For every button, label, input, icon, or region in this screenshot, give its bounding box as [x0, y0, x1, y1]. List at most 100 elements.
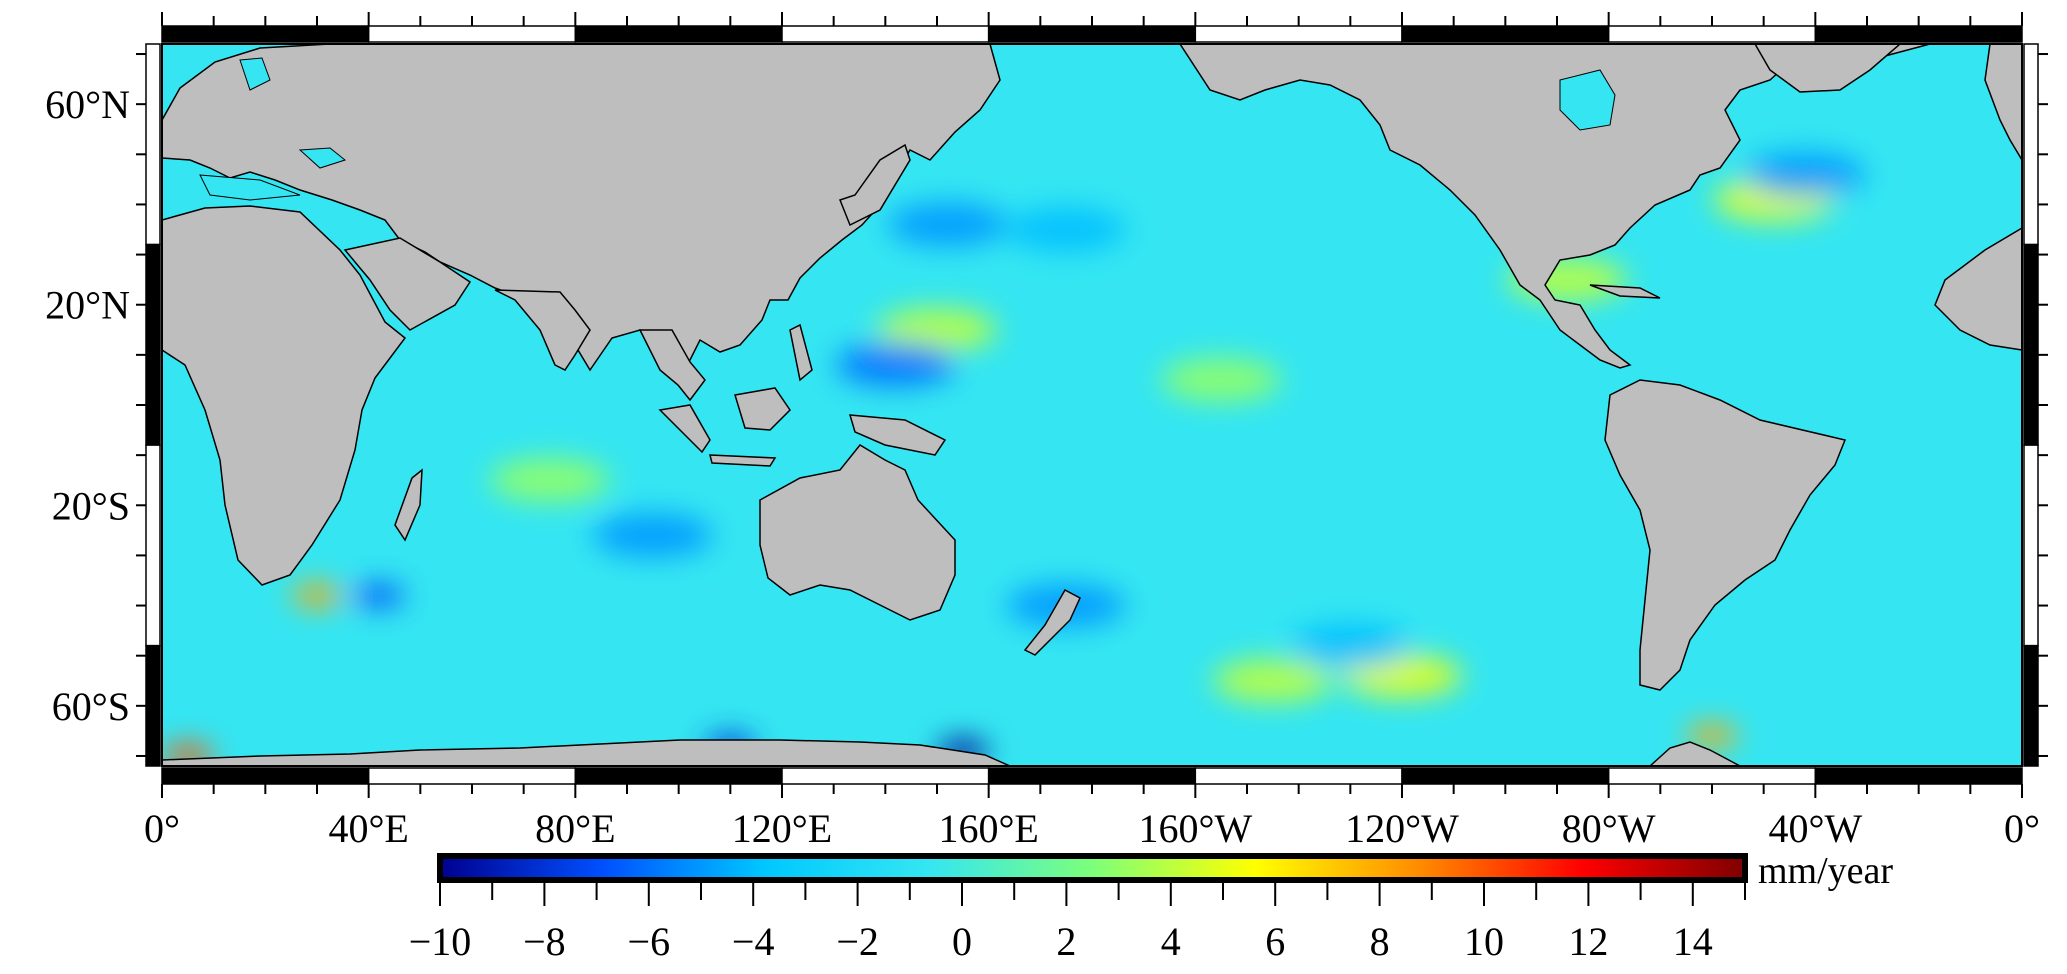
landmass-africa-east-edge [1934, 227, 2022, 351]
anomaly-agulhas-high [291, 583, 343, 608]
frame-bar-top [574, 25, 783, 43]
map-frame [136, 12, 2048, 798]
lon-label: 120°W [1345, 806, 1459, 851]
frame-border [161, 43, 2023, 767]
lon-label: 40°E [328, 806, 408, 851]
lon-label: 40°W [1768, 806, 1862, 851]
colorbar-tick-label: 4 [1161, 919, 1181, 964]
frame-bar-bottom [781, 767, 990, 785]
frame-bar-bottom [367, 767, 577, 785]
frame-bar-top [1194, 25, 1403, 43]
frame-bar-bottom [574, 767, 783, 785]
frame-bar-right [2023, 43, 2039, 246]
landmass-cuba [1589, 284, 1661, 299]
frame-bar-right [2023, 444, 2039, 647]
frame-bar-left [145, 644, 161, 767]
frame-bar-top [1401, 25, 1610, 43]
colorbar: −10 −8 −6 −4 −2 0 2 4 6 8 10 12 14 mm/year [409, 850, 1894, 964]
longitude-tick-labels: 0° 40°E 80°E 120°E 160°E 160°W 120°W 80°W 40°W 0° [144, 806, 2040, 851]
black-caspian-seas [298, 147, 347, 169]
anomaly-agulhas-low [353, 583, 405, 608]
anomaly-gulf-stream-low [1745, 152, 1865, 197]
anomaly-western-pacific-low [835, 342, 956, 387]
colorbar-tick-label: −6 [628, 919, 671, 964]
frame-bar-right [2023, 243, 2039, 446]
lon-label: 80°W [1562, 806, 1656, 851]
frame-bar-bottom [1607, 767, 1817, 785]
colorbar-tick-label: −4 [732, 919, 775, 964]
colorbar-tick-label: 14 [1673, 919, 1713, 964]
anomaly-western-pacific-high [877, 307, 997, 352]
landmass-arabia [343, 237, 472, 331]
frame-bar-top [161, 25, 370, 43]
lon-label: 80°E [535, 806, 615, 851]
mediterranean [199, 174, 301, 201]
frame-bar-bottom [161, 767, 370, 785]
lat-label: 20°S [52, 483, 130, 528]
colorbar-unit-label: mm/year [1758, 850, 1893, 892]
frame-bar-bottom [1814, 767, 2023, 785]
frame-bar-bottom [1401, 767, 1610, 785]
frame-bar-top [781, 25, 990, 43]
landmass-europe-east-edge [1984, 44, 2022, 162]
lon-label: 0° [144, 806, 180, 851]
hudson-bay [1559, 69, 1616, 131]
colorbar-tick-label: 0 [952, 919, 972, 964]
colorbar-tick-label: −8 [523, 919, 566, 964]
landmass-new-guinea [848, 414, 947, 456]
anomaly-central-pacific-high [1161, 357, 1282, 402]
landmass-antarctica [162, 739, 1011, 766]
map-panel [162, 44, 2022, 766]
anomaly-south-pacific-high-1 [1212, 658, 1333, 703]
landmass-south-america [1604, 379, 1847, 691]
frame-bar-bottom [1194, 767, 1403, 785]
frame-bar-left [145, 243, 161, 446]
anomaly-indian-ocean-high [489, 458, 610, 503]
frame-bar-top [1607, 25, 1817, 43]
frame-bar-bottom [987, 767, 1197, 785]
anomaly-kuroshio-east-low [1006, 207, 1127, 252]
anomaly-kuroshio-low [887, 202, 1008, 247]
colorbar-ticks: −10 −8 −6 −4 −2 0 2 4 6 8 10 12 14 [409, 883, 1746, 964]
landmass-greenland [1754, 44, 1902, 93]
colorbar-tick-label: 8 [1370, 919, 1390, 964]
landmass-australia [759, 444, 956, 621]
frame-bar-top [987, 25, 1197, 43]
frame-bar-left [145, 43, 161, 246]
colorbar-gradient [437, 853, 1748, 883]
baltic [239, 57, 271, 91]
lon-label: 160°E [938, 806, 1038, 851]
landmass-java [709, 454, 777, 467]
landmass-new-zealand [1023, 588, 1081, 656]
frame-bar-right [2023, 644, 2039, 767]
landmass-india [494, 289, 591, 371]
colorbar-tick-label: 2 [1056, 919, 1076, 964]
inland-waters [199, 57, 1616, 201]
landmass-sumatra [658, 404, 711, 454]
landmass-antarctic-peninsula [1648, 741, 1741, 766]
latitude-tick-labels: 60°N 20°N 20°S 60°S [45, 82, 130, 729]
colorbar-tick-label: 10 [1464, 919, 1504, 964]
landmass-japan [839, 143, 911, 227]
lat-label: 60°N [45, 82, 130, 127]
anomaly-weddell-high [1686, 723, 1738, 748]
landmass-indochina [638, 329, 706, 402]
colorbar-tick-label: −10 [409, 919, 472, 964]
lon-label: 160°W [1138, 806, 1252, 851]
anomaly-south-pacific-low [1290, 623, 1411, 668]
landmass-north-america [1179, 44, 1931, 369]
landmass-madagascar [394, 468, 423, 542]
landmass-philippines [789, 323, 813, 382]
anomaly-southern-indian-low [592, 513, 713, 558]
frame-bar-left [145, 444, 161, 647]
lon-label: 0° [2004, 806, 2040, 851]
frame-bar-top [367, 25, 577, 43]
frame-bar-top [1814, 25, 2023, 43]
colorbar-tick-label: 6 [1265, 919, 1285, 964]
landmass-borneo [734, 387, 791, 431]
colorbar-tick-label: 12 [1568, 919, 1608, 964]
lon-label: 120°E [732, 806, 832, 851]
lat-label: 60°S [52, 684, 130, 729]
lat-label: 20°N [45, 283, 130, 328]
